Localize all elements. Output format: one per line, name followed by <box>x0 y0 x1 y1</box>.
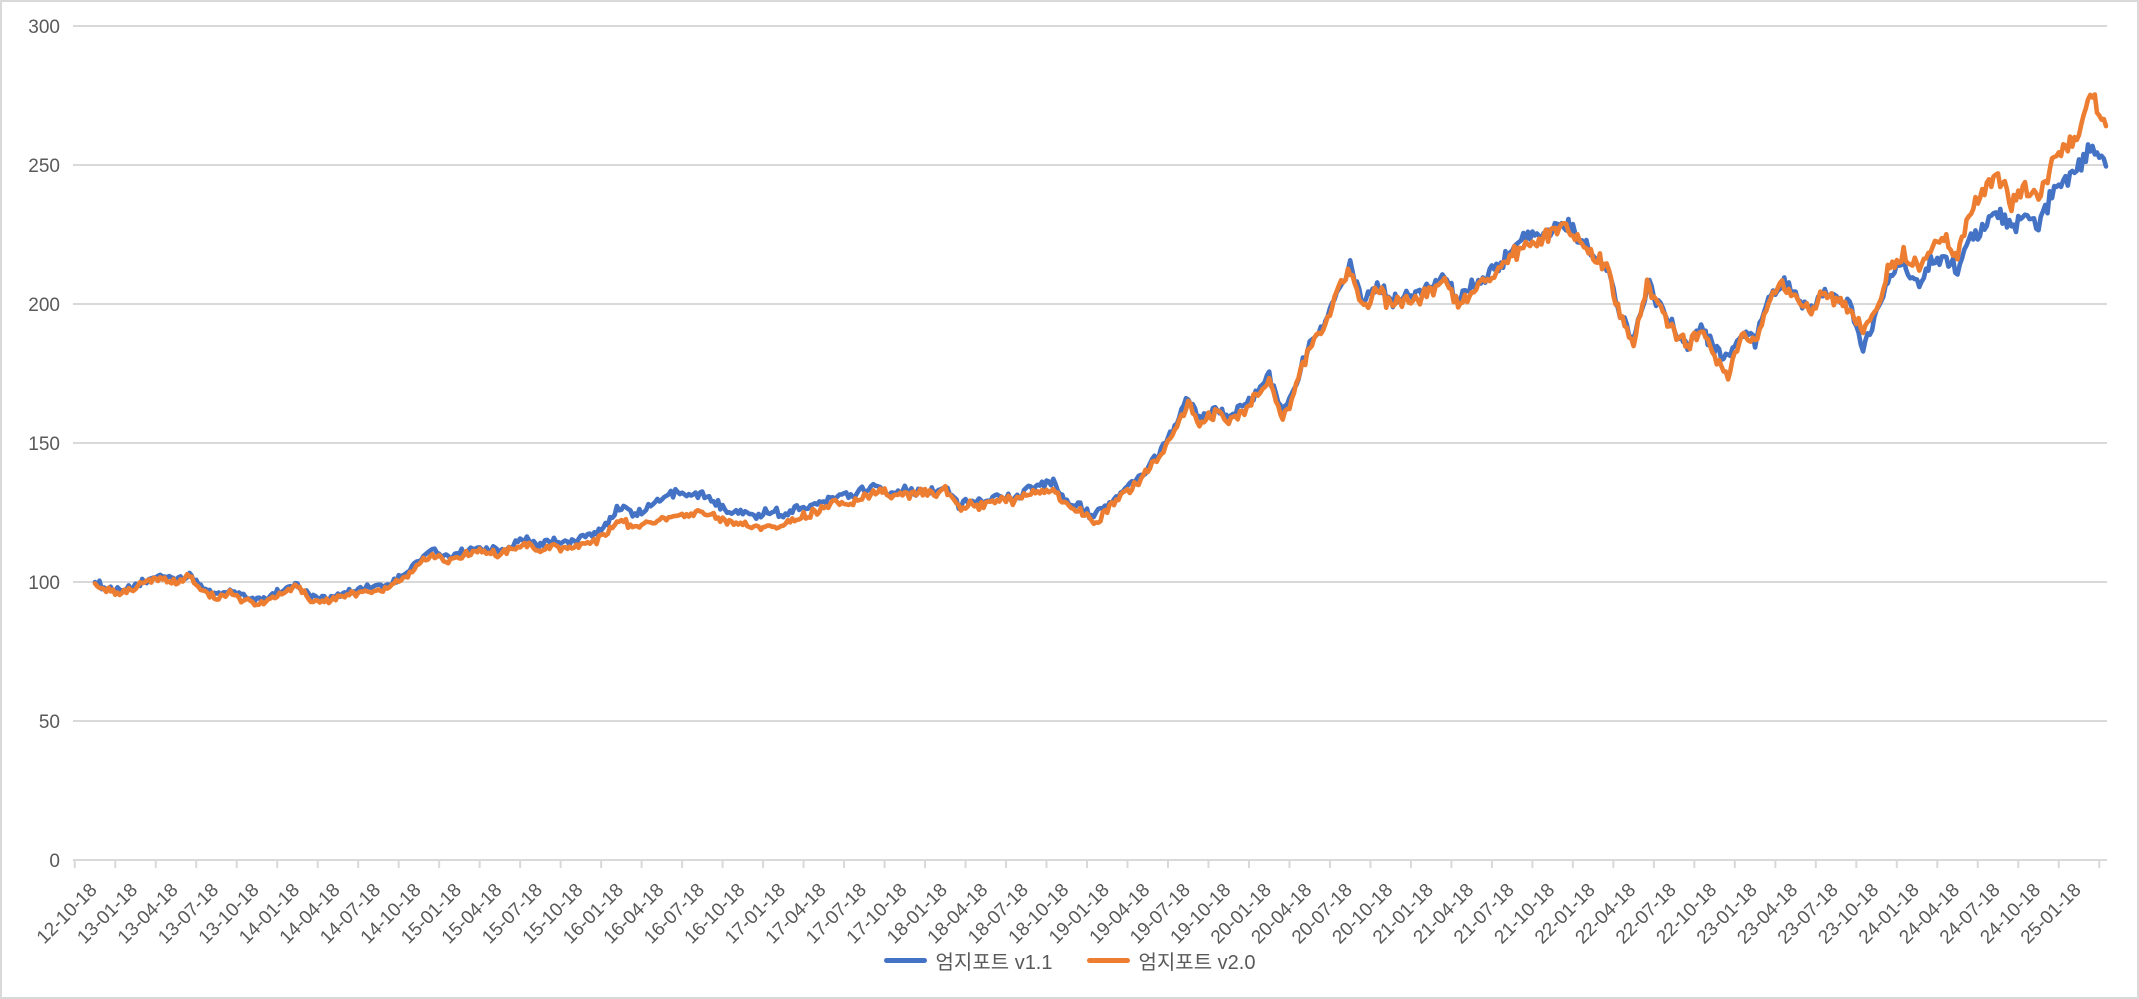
y-axis-label: 0 <box>49 851 60 872</box>
legend-item-v2-0[interactable]: 엄지포트 v2.0 <box>1086 946 1256 975</box>
y-axis-label: 300 <box>28 17 60 38</box>
series-line-v1-1[interactable] <box>92 142 2109 604</box>
legend-label-v2-0: 엄지포트 v2.0 <box>1138 952 1256 974</box>
legend: 엄지포트 v1.1 엄지포트 v2.0 <box>2 946 2137 975</box>
y-axis-label: 50 <box>39 712 60 733</box>
y-axis-label: 150 <box>28 434 60 455</box>
legend-item-v1-1[interactable]: 엄지포트 v1.1 <box>883 946 1053 975</box>
y-axis-label: 250 <box>28 156 60 177</box>
legend-swatch-v2-0 <box>1086 958 1130 963</box>
y-axis-label: 100 <box>28 573 60 594</box>
legend-swatch-v1-1 <box>883 958 927 963</box>
y-axis-label: 200 <box>28 295 60 316</box>
series-line-v2-0[interactable] <box>92 92 2109 608</box>
legend-label-v1-1: 엄지포트 v1.1 <box>935 952 1053 974</box>
